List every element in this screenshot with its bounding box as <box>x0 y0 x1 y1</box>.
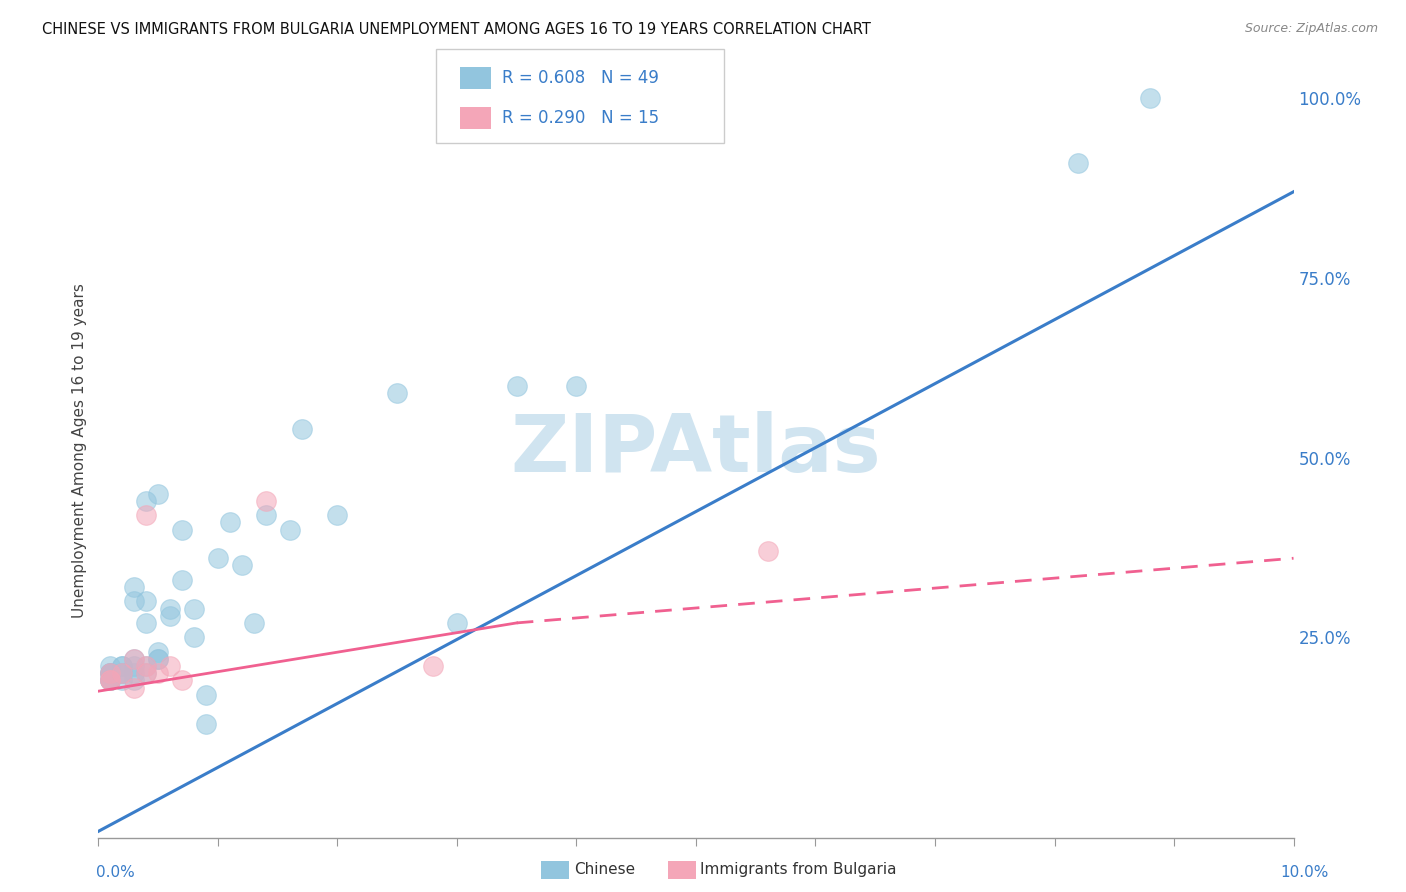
Point <box>254 493 277 508</box>
Point <box>135 615 157 630</box>
Point <box>111 659 134 673</box>
Point <box>135 594 157 608</box>
Point <box>446 615 468 630</box>
Y-axis label: Unemployment Among Ages 16 to 19 years: Unemployment Among Ages 16 to 19 years <box>72 283 87 618</box>
Point <box>98 673 122 688</box>
Text: Chinese: Chinese <box>574 863 634 877</box>
Point <box>98 659 122 673</box>
Point <box>98 673 122 688</box>
Point <box>148 652 170 666</box>
Point <box>219 516 242 530</box>
Point <box>1067 156 1090 170</box>
Point <box>159 601 181 615</box>
Point <box>278 523 301 537</box>
Point <box>124 666 146 681</box>
Text: R = 0.290   N = 15: R = 0.290 N = 15 <box>502 109 659 128</box>
Point <box>172 573 194 587</box>
Point <box>243 615 266 630</box>
Point <box>124 580 146 594</box>
Point <box>326 508 349 523</box>
Point <box>124 659 146 673</box>
Text: R = 0.608   N = 49: R = 0.608 N = 49 <box>502 69 659 87</box>
Point <box>135 666 157 681</box>
Point <box>98 666 122 681</box>
Point <box>254 508 277 523</box>
Text: Immigrants from Bulgaria: Immigrants from Bulgaria <box>700 863 897 877</box>
Point <box>135 493 157 508</box>
Point <box>111 666 134 681</box>
Point <box>98 666 122 681</box>
Point <box>183 630 205 644</box>
Point <box>148 645 170 659</box>
Point <box>148 652 170 666</box>
Point <box>135 659 157 673</box>
Point <box>98 673 122 688</box>
Point <box>135 659 157 673</box>
Point <box>756 544 779 558</box>
Point <box>135 508 157 523</box>
Point <box>385 386 409 401</box>
Point <box>98 673 122 688</box>
Point <box>148 666 170 681</box>
Point <box>172 673 194 688</box>
Point <box>422 659 444 673</box>
Point <box>183 601 205 615</box>
Point <box>124 652 146 666</box>
Point <box>98 666 122 681</box>
Point <box>98 666 122 681</box>
Point <box>135 666 157 681</box>
Point <box>207 551 229 566</box>
Point <box>159 659 181 673</box>
Point <box>291 422 314 436</box>
Text: 0.0%: 0.0% <box>96 865 135 880</box>
Point <box>1139 91 1161 105</box>
Text: ZIPAtlas: ZIPAtlas <box>510 411 882 490</box>
Point <box>159 608 181 623</box>
Point <box>111 666 134 681</box>
Point <box>111 673 134 688</box>
Point <box>111 659 134 673</box>
Point <box>195 716 218 731</box>
Text: CHINESE VS IMMIGRANTS FROM BULGARIA UNEMPLOYMENT AMONG AGES 16 TO 19 YEARS CORRE: CHINESE VS IMMIGRANTS FROM BULGARIA UNEM… <box>42 22 872 37</box>
Text: Source: ZipAtlas.com: Source: ZipAtlas.com <box>1244 22 1378 36</box>
Point <box>195 688 218 702</box>
Point <box>148 486 170 500</box>
Point <box>124 652 146 666</box>
Point <box>111 666 134 681</box>
Point <box>98 673 122 688</box>
Point <box>124 594 146 608</box>
Point <box>565 379 588 393</box>
Text: 10.0%: 10.0% <box>1281 865 1329 880</box>
Point <box>506 379 529 393</box>
Point <box>124 673 146 688</box>
Point <box>231 558 253 573</box>
Point <box>172 523 194 537</box>
Point <box>124 681 146 695</box>
